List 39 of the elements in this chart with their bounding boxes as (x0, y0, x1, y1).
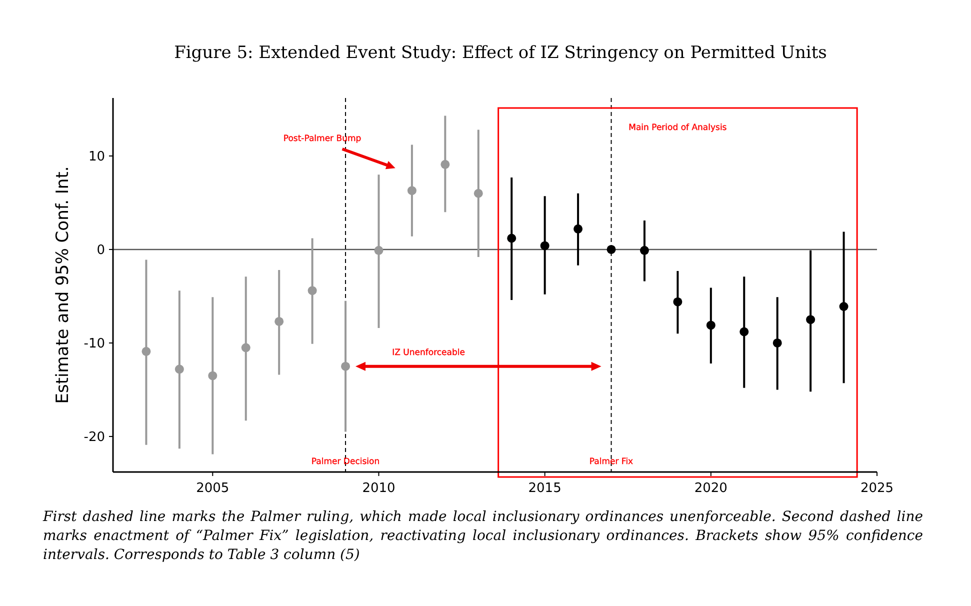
point (440, 160, 450, 169)
ref-line-label: Palmer Decision (311, 457, 380, 467)
y-axis-title: Estimate and 95% Conf. Int. (53, 166, 73, 404)
point (407, 186, 416, 196)
x-tick-label: 2025 (860, 481, 894, 496)
point (540, 241, 550, 250)
y-tick-label: -20 (84, 430, 105, 446)
annotation: Post-Palmer Bump (283, 134, 362, 144)
y-tick-label: 10 (88, 150, 105, 165)
point (606, 244, 616, 254)
point (308, 286, 317, 296)
point (374, 246, 384, 255)
point (241, 343, 250, 352)
y-tick-label: -10 (84, 336, 105, 352)
point (574, 224, 583, 234)
point (341, 362, 350, 371)
point (208, 371, 218, 380)
point (740, 327, 749, 336)
text: First dashed line marks the Palmer ruling, which made local inclusionary ordinances unenforceable. Second dashed line marks enactment of “Palmer Fix” legislation, reactivating local inclusionary ordinances. Brackets show 95% confidence intervals. Corresponds to Table 3 column (5) (43, 508, 923, 565)
point (174, 364, 184, 374)
y-tick-label: 0 (96, 243, 105, 258)
point (142, 346, 151, 356)
x-tick-label: 2020 (694, 481, 728, 496)
point (507, 234, 516, 243)
point (772, 338, 782, 348)
ref-line-label: Palmer Fix (589, 457, 634, 467)
chart-title: Figure 5: Extended Event Study: Effect of IZ Stringency on Permitted Units (174, 43, 827, 63)
point (640, 246, 649, 255)
point (474, 188, 483, 198)
point (673, 297, 682, 306)
x-tick-label: 2015 (528, 481, 562, 496)
point (706, 320, 716, 330)
x-tick-label: 2010 (362, 481, 396, 496)
point (806, 315, 816, 324)
annotation: Main Period of Analysis (628, 122, 728, 133)
annotation: IZ Unenforceable (392, 348, 465, 358)
x-tick-label: 2005 (196, 481, 230, 496)
point (839, 302, 848, 312)
point (274, 316, 284, 326)
